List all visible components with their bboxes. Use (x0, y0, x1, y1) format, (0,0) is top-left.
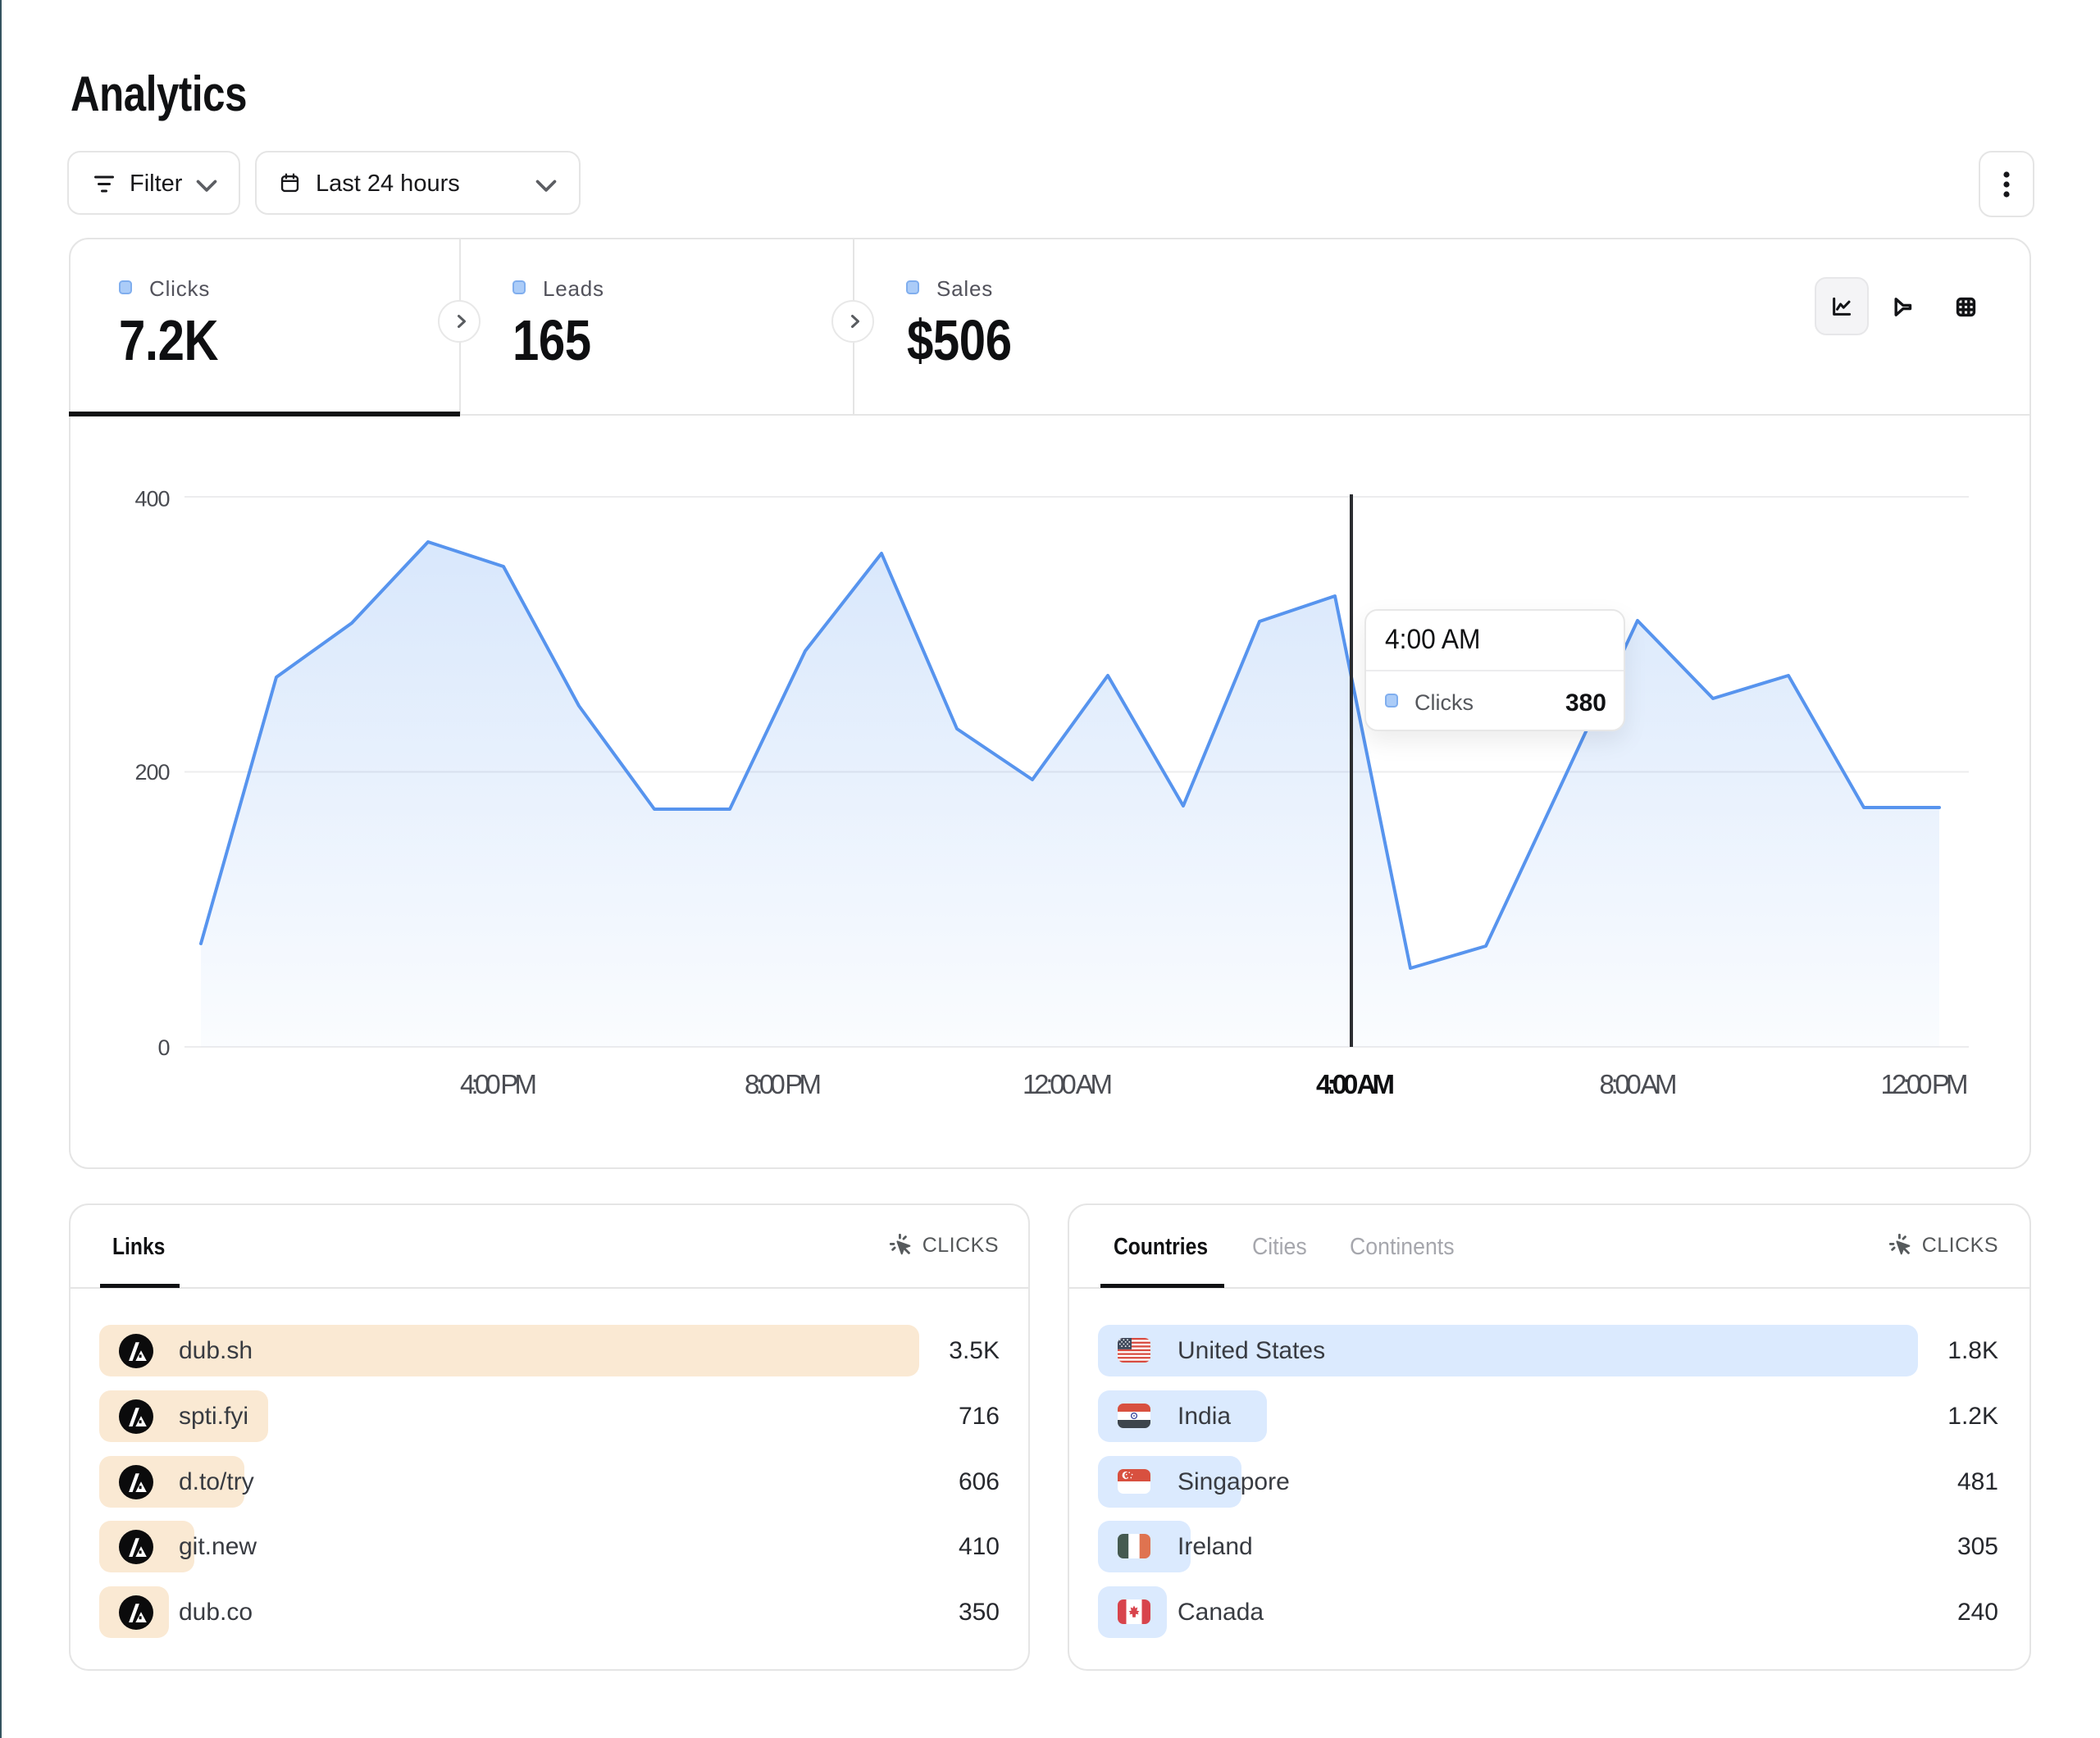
svg-text:12:00 AM: 12:00 AM (1023, 1069, 1113, 1099)
svg-text:200: 200 (135, 760, 171, 785)
svg-text:4:00 AM: 4:00 AM (1316, 1069, 1395, 1099)
svg-text:12:00 PM: 12:00 PM (1881, 1069, 1969, 1099)
svg-text:4:00 PM: 4:00 PM (460, 1069, 537, 1099)
svg-text:8:00 PM: 8:00 PM (745, 1069, 822, 1099)
svg-text:0: 0 (157, 1035, 170, 1060)
svg-text:8:00 AM: 8:00 AM (1600, 1069, 1678, 1099)
svg-text:400: 400 (135, 487, 171, 512)
